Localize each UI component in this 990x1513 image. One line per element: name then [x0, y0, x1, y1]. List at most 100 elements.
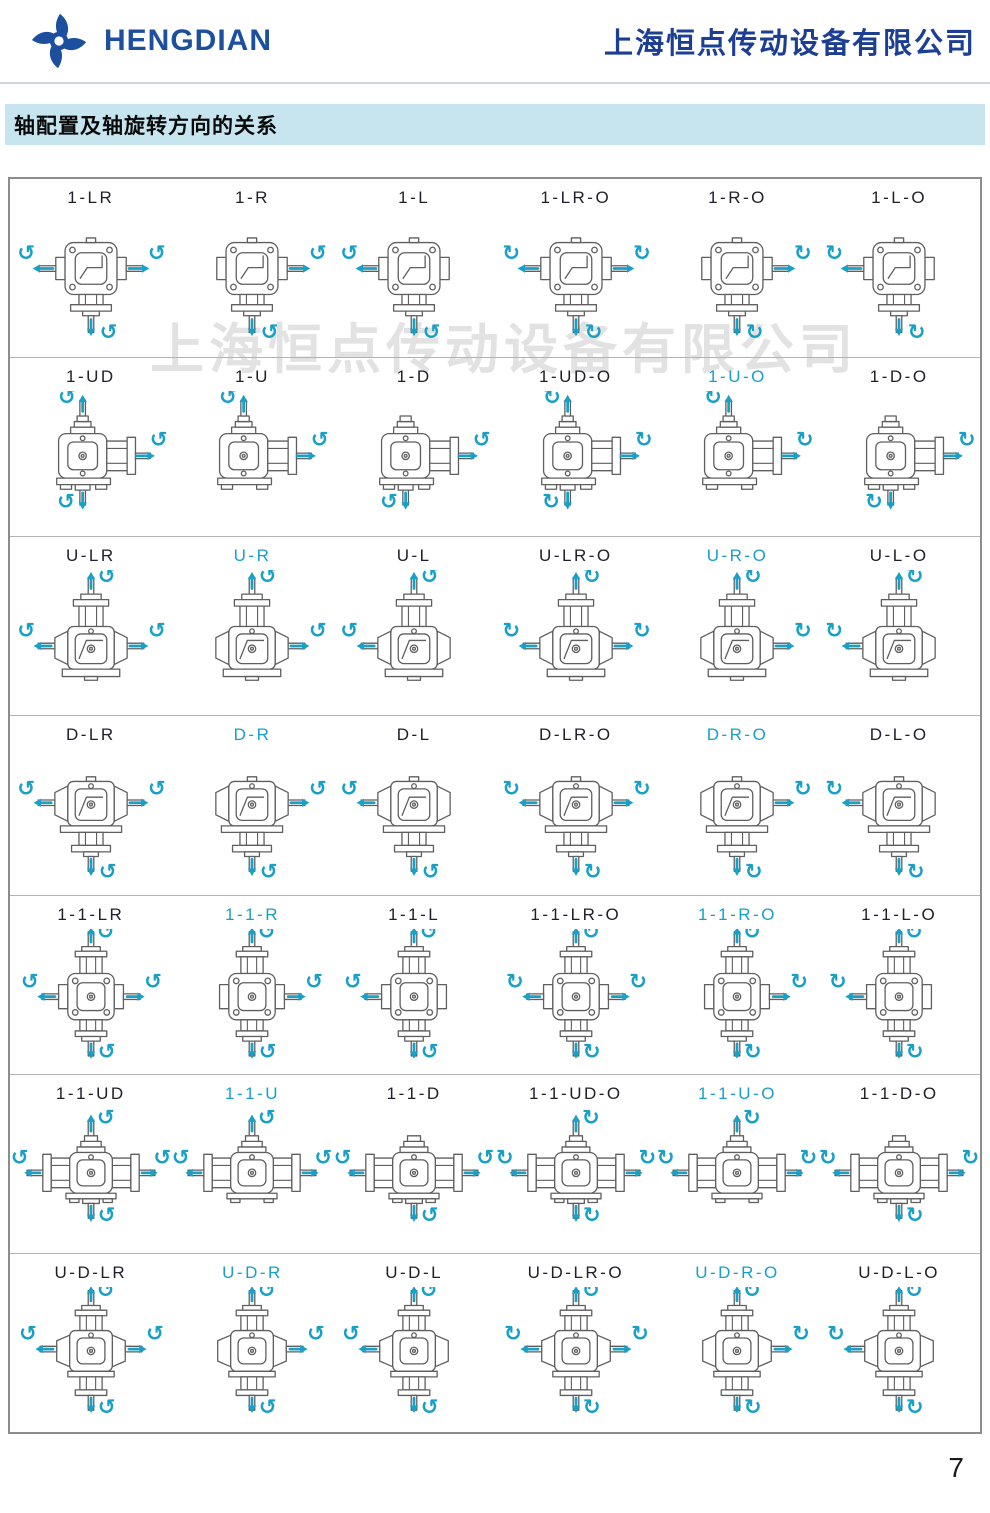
config-row: U-D-LR ↺ ↺ ↺ ↺ U-D-R ↺ ↺ ↺ U-D-L ↺ ↺ ↺ U-D-LR-O ↻ ↻ ↻ ↻ U-…	[10, 1254, 980, 1432]
rotation-arrow-icon: ↺	[261, 320, 279, 345]
config-cell: D-LR ↺ ↺ ↺	[10, 716, 172, 894]
section-title-bar: 轴配置及轴旋转方向的关系	[5, 104, 985, 145]
rotation-arrow-icon: ↺	[98, 570, 116, 589]
gearbox-diagram: ↺↺	[340, 776, 451, 885]
hengdian-logo-icon	[31, 13, 87, 69]
gearbox-diagram: ↻ ↻ ↻	[827, 1286, 935, 1420]
config-cell: 1-R ↺ ↺	[172, 179, 334, 357]
rotation-arrow-icon: ↺	[344, 969, 362, 994]
rotation-arrow-icon: ↻	[743, 1287, 761, 1303]
shaft-arrowhead-icon	[670, 1168, 679, 1177]
config-cell: U-L ↺ ↺	[333, 537, 495, 715]
config-label: 1-U	[235, 367, 270, 387]
rotation-arrow-icon: ↻	[906, 1039, 924, 1064]
shaft-arrowhead-icon	[520, 1344, 528, 1354]
config-label: 1-1-L	[388, 904, 441, 924]
rotation-arrow-icon: ↻	[958, 428, 976, 453]
gearbox-diagram: ↻ ↻ ↻	[540, 391, 653, 515]
shaft-arrowhead-icon	[302, 642, 310, 651]
shaft-arrowhead-icon	[733, 928, 742, 935]
config-cell: 1-1-LR ↺ ↺ ↺ ↺	[10, 896, 172, 1074]
rotation-arrow-icon: ↻	[794, 777, 812, 802]
configuration-grid: 上海恒点传动设备有限公司 1-LR ↺ ↺ ↺ 1-R ↺ ↺ 1-L ↺ ↺ 1-LR-O ↻ ↻ ↻ 1…	[8, 177, 982, 1434]
gearbox-diagram: ↻↻	[701, 237, 812, 345]
config-cell: U-LR-O ↻ ↻ ↻	[495, 537, 657, 715]
rotation-arrow-icon: ↻	[906, 1203, 924, 1228]
gearbox-diagram: ↺↺	[340, 570, 451, 682]
shaft-arrowhead-icon	[894, 868, 904, 877]
gearbox-diagram: ↻↻	[825, 237, 936, 345]
rotation-arrow-icon: ↻	[743, 1108, 761, 1131]
shaft-arrowhead-icon	[35, 1344, 43, 1354]
shaft-arrowhead-icon	[522, 992, 530, 1001]
rotation-arrow-icon: ↻	[745, 860, 763, 885]
rotation-arrow-icon: ↺	[153, 1145, 170, 1170]
rotation-arrow-icon: ↻	[794, 241, 812, 266]
shaft-arrowhead-icon	[625, 642, 634, 651]
rotation-arrow-icon: ↻	[792, 1322, 810, 1347]
rotation-arrow-icon: ↻	[582, 929, 600, 944]
rotation-arrow-icon: ↻	[502, 777, 520, 802]
rotation-arrow-icon: ↺	[340, 777, 358, 802]
rotation-arrow-icon: ↺	[98, 1039, 116, 1064]
config-cell: 1-U ↺ ↺	[172, 358, 334, 536]
shaft-arrowhead-icon	[248, 572, 257, 580]
rotation-arrow-icon: ↻	[502, 619, 520, 644]
rotation-arrow-icon: ↻	[829, 969, 847, 994]
rotation-arrow-icon: ↻	[631, 1322, 649, 1347]
config-row: 1-UD ↺ ↺ ↺ 1-U ↺ ↺ 1-D ↺ ↺ 1-UD-O ↻ ↻ ↻ 1-U-O ↻ ↻ 1-D-O ↻ ↻	[10, 358, 980, 538]
rotation-arrow-icon: ↻	[905, 1287, 923, 1303]
config-cell: 1-L ↺ ↺	[333, 179, 495, 357]
shaft-arrowhead-icon	[509, 1168, 517, 1177]
config-label: U-L-O	[869, 546, 929, 566]
rotation-arrow-icon: ↺	[258, 929, 276, 944]
rotation-arrow-icon: ↻	[865, 490, 883, 515]
gearbox-diagram: ↺ ↺ ↺	[342, 1286, 450, 1420]
shaft-arrowhead-icon	[894, 572, 904, 580]
rotation-arrow-icon: ↻	[743, 929, 761, 944]
shaft-arrowhead-icon	[37, 992, 45, 1001]
rotation-arrow-icon: ↻	[633, 619, 651, 644]
shaft-arrowhead-icon	[518, 798, 526, 808]
config-label: 1-L	[398, 188, 431, 207]
rotation-arrow-icon: ↺	[423, 320, 441, 345]
shaft-arrowhead-icon	[248, 1114, 257, 1122]
rotation-arrow-icon: ↻	[820, 1145, 837, 1170]
rotation-arrow-icon: ↻	[744, 1395, 762, 1420]
rotation-arrow-icon: ↻	[744, 570, 762, 589]
shaft-arrowhead-icon	[626, 264, 635, 273]
rotation-arrow-icon: ↺	[421, 1039, 439, 1064]
rotation-arrow-icon: ↺	[311, 428, 329, 453]
config-label: 1-1-LR	[57, 904, 125, 924]
shaft-arrowhead-icon	[355, 264, 364, 273]
shaft-arrowhead-icon	[635, 1168, 643, 1177]
rotation-arrow-icon: ↻	[629, 969, 647, 994]
shaft-arrowhead-icon	[571, 1050, 580, 1059]
rotation-arrow-icon: ↺	[146, 1322, 164, 1347]
gearbox-diagram: ↺ ↺ ↺	[344, 928, 448, 1064]
shaft-arrowhead-icon	[358, 1344, 366, 1354]
config-label: 1-UD	[65, 367, 116, 387]
rotation-arrow-icon: ↻	[583, 570, 601, 589]
rotation-arrow-icon: ↻	[504, 1322, 522, 1347]
rotation-arrow-icon: ↻	[543, 391, 561, 410]
shaft-arrowhead-icon	[794, 451, 802, 461]
config-cell: 1-LR ↺ ↺ ↺	[10, 179, 172, 357]
rotation-arrow-icon: ↺	[17, 777, 35, 802]
gearbox-diagram: ↻↻	[825, 570, 936, 682]
gearbox-diagram: ↺ ↺ ↺	[17, 776, 166, 885]
shaft-arrowhead-icon	[783, 992, 792, 1001]
shaft-arrowhead-icon	[796, 1168, 805, 1177]
rotation-arrow-icon: ↺	[12, 1145, 29, 1170]
rotation-arrow-icon: ↻	[906, 570, 924, 589]
config-cell: 1-D-O ↻ ↻	[818, 358, 980, 536]
rotation-arrow-icon: ↺	[420, 1287, 438, 1303]
config-cell: 1-1-D-O ↻ ↻ ↻	[818, 1075, 980, 1253]
rotation-arrow-icon: ↻	[582, 1108, 600, 1131]
shaft-arrowhead-icon	[409, 1286, 419, 1294]
rotation-arrow-icon: ↻	[825, 241, 843, 266]
shaft-arrowhead-icon	[140, 642, 149, 651]
rotation-arrow-icon: ↻	[542, 490, 560, 515]
section-title: 轴配置及轴旋转方向的关系	[14, 114, 278, 138]
rotation-arrow-icon: ↻	[635, 428, 653, 453]
